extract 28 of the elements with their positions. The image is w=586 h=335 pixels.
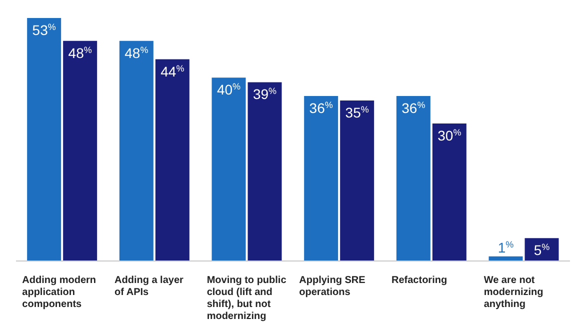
data-label: 39$^{%}$ <box>252 86 277 102</box>
bar <box>248 82 282 261</box>
data-label: 35$^{%}$ <box>345 104 369 121</box>
data-label: 40$^{%}$ <box>216 82 241 98</box>
data-label: 36$^{%}$ <box>402 100 426 116</box>
bar <box>155 59 190 261</box>
x-tick-label: Refactoring <box>392 275 448 286</box>
bar <box>432 123 466 261</box>
data-label: 30$^{%}$ <box>438 127 462 144</box>
data-label: 1$^{%}$ <box>498 239 514 256</box>
data-label: 5$^{%}$ <box>534 242 550 258</box>
bar <box>119 40 154 261</box>
x-tick-label: Moving to public cloud (lift and shift), but not modernizing <box>206 275 287 322</box>
x-tick-label: Adding modern application components <box>22 275 96 310</box>
x-tick-label: Applying SRE operations <box>299 275 366 298</box>
data-label: 44$^{%}$ <box>160 63 184 80</box>
bar <box>340 100 374 261</box>
data-label: 48$^{%}$ <box>124 44 148 61</box>
bar <box>27 18 62 261</box>
bar <box>396 96 430 261</box>
x-tick-label: We are not modernizing anything <box>484 275 544 310</box>
x-tick-label: Adding a layer of APIs <box>114 275 184 298</box>
bar <box>212 78 246 261</box>
data-label: 53$^{%}$ <box>32 22 56 38</box>
bar <box>304 96 338 261</box>
data-label: 48$^{%}$ <box>68 44 92 61</box>
bar <box>63 40 98 261</box>
data-label: 36$^{%}$ <box>309 100 333 116</box>
